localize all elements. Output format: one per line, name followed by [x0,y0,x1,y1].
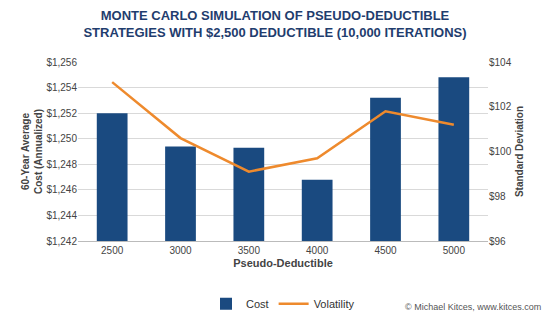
svg-text:3500: 3500 [238,245,261,256]
svg-text:$1,248: $1,248 [46,159,77,170]
svg-text:$96: $96 [489,236,506,247]
svg-text:60-Year AverageCost (Annualize: 60-Year AverageCost (Annualized) [20,109,44,194]
svg-text:3000: 3000 [169,245,192,256]
svg-text:Standard Deviation: Standard Deviation [514,106,525,197]
svg-text:$1,256: $1,256 [46,57,77,68]
svg-text:$1,242: $1,242 [46,236,77,247]
svg-text:5000: 5000 [443,245,466,256]
svg-text:Cost: Cost [246,298,269,310]
svg-text:MONTE CARLO SIMULATION OF PSEU: MONTE CARLO SIMULATION OF PSEUDO-DEDUCTI… [83,8,466,40]
svg-text:$1,250: $1,250 [46,133,77,144]
svg-text:$1,254: $1,254 [46,82,77,93]
svg-text:$1,244: $1,244 [46,210,77,221]
svg-text:$100: $100 [489,146,512,157]
svg-text:2500: 2500 [101,245,124,256]
svg-text:Pseudo-Deductible: Pseudo-Deductible [233,257,333,269]
svg-text:$102: $102 [489,101,512,112]
svg-text:4000: 4000 [306,245,329,256]
svg-text:Volatility: Volatility [314,298,355,310]
svg-text:$1,246: $1,246 [46,184,77,195]
svg-text:© Michael Kitces, www.kitces.c: © Michael Kitces, www.kitces.com [405,302,541,312]
svg-text:$1,252: $1,252 [46,108,77,119]
svg-text:$98: $98 [489,191,506,202]
svg-text:$104: $104 [489,57,512,68]
svg-text:4500: 4500 [374,245,397,256]
